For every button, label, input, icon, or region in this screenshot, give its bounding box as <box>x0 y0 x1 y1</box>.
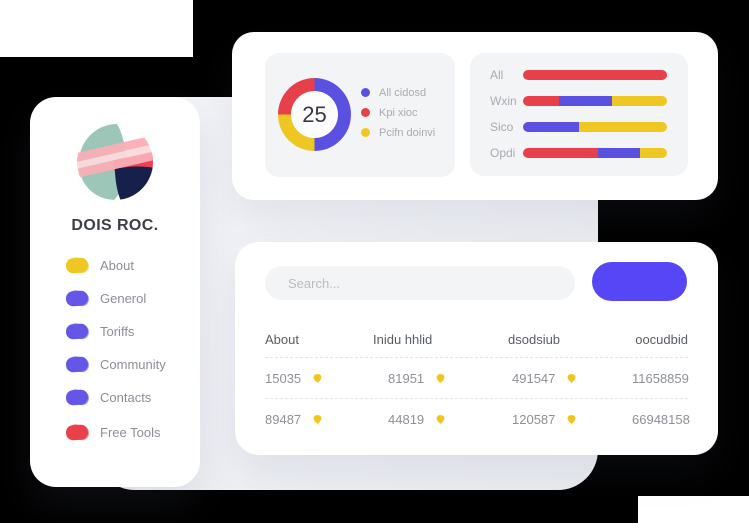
data-table: About Inidu hhlid dsodsiub oocudbid 15035 8… <box>265 330 690 439</box>
bar-segment-yellow <box>639 147 667 158</box>
bar-category-label: All <box>490 67 504 82</box>
pick-icon <box>313 373 322 383</box>
legend-label: All cidosd <box>379 86 427 99</box>
sidebar-item-generol[interactable]: Generol <box>65 288 200 308</box>
table-cell: 81951 <box>373 371 508 386</box>
column-header-oocudbid: oocudbid <box>635 331 688 347</box>
cell-value: 491547 <box>512 370 556 386</box>
decor-rect-top-left <box>0 0 193 57</box>
column-header-inidu-hhlid: Inidu hhlid <box>373 331 433 347</box>
contacts-icon <box>65 387 91 407</box>
legend-dot-icon <box>361 108 370 117</box>
table-cell: 89487 <box>265 412 373 427</box>
bar-track <box>523 121 667 132</box>
table-body: 15035 81951 491547 11658859 89487 44819 1… <box>265 358 690 439</box>
pick-icon <box>436 373 445 383</box>
pick-icon <box>313 414 322 424</box>
table-cell: 66948158 <box>632 412 690 427</box>
cell-value: 15035 <box>265 370 302 386</box>
sidebar-item-contacts[interactable]: Contacts <box>65 387 200 407</box>
bar-row-opdi: Opdi <box>470 145 688 160</box>
legend-dot-icon <box>361 88 370 97</box>
brand-name: DOIS ROC. <box>71 217 159 234</box>
table-divider <box>265 357 688 358</box>
column-header-dsodsiub: dsodsiub <box>508 331 561 347</box>
sidebar-item-label: Free Tools <box>100 424 161 440</box>
cell-value: 66948158 <box>632 411 690 427</box>
donut-center-value: 25 <box>291 91 338 138</box>
legend-item-all-cidosd: All cidosd <box>361 86 435 99</box>
legend-item-kpi-xioc: Kpi xioc <box>361 106 435 119</box>
bar-track <box>523 95 667 106</box>
sidebar-item-label: Toriffs <box>100 323 135 339</box>
cell-value: 11658859 <box>632 370 689 386</box>
bar-segment-yellow <box>579 121 667 132</box>
stats-card: 25 All cidosd Kpi xioc Pcifn doinvi All Wxi… <box>232 32 718 200</box>
sidebar-item-label: Contacts <box>100 389 152 405</box>
table-cell: 120587 <box>508 412 632 427</box>
table-cell: 491547 <box>508 371 632 386</box>
bar-segment-violet <box>559 95 613 106</box>
bar-segment-yellow <box>612 95 667 106</box>
table-cell: 44819 <box>373 412 508 427</box>
sidebar-item-free-tools[interactable]: Free Tools <box>65 422 200 442</box>
legend-label: Kpi xioc <box>379 106 418 119</box>
sidebar-item-community[interactable]: Community <box>65 354 200 374</box>
bar-row-sico: Sico <box>470 119 688 134</box>
generol-icon <box>65 288 91 308</box>
bar-segment-red <box>523 95 559 106</box>
table-cell: 11658859 <box>632 371 689 386</box>
decor-rect-bottom-right <box>638 496 749 523</box>
table-header-row: About Inidu hhlid dsodsiub oocudbid <box>265 330 688 348</box>
bar-category-label: Opdi <box>490 145 516 160</box>
sidebar-item-label: Generol <box>100 290 147 306</box>
table-row: 89487 44819 120587 66948158 <box>265 398 690 439</box>
toriffs-icon <box>65 321 91 341</box>
legend-dot-icon <box>361 128 370 137</box>
bar-segment-violet <box>523 121 580 132</box>
bar-track <box>523 147 667 158</box>
sidebar: DOIS ROC. About Generol Toriffs Community Co… <box>30 97 200 487</box>
donut-chart-panel: 25 All cidosd Kpi xioc Pcifn doinvi <box>265 53 455 177</box>
bar-track <box>523 69 667 80</box>
bar-chart-panel: All Wxin Sico Opdi <box>470 53 688 176</box>
bar-row-wxin: Wxin <box>470 93 688 108</box>
sidebar-menu: About Generol Toriffs Community Contacts Free… <box>30 255 200 442</box>
table-row: 15035 81951 491547 11658859 <box>265 358 689 398</box>
bar-category-label: Sico <box>490 119 514 134</box>
pick-icon <box>436 414 445 424</box>
table-cell: 15035 <box>265 371 373 386</box>
bar-category-label: Wxin <box>490 93 517 108</box>
legend-label: Pcifn doinvi <box>379 126 436 139</box>
brand-logo-icon <box>76 123 154 201</box>
bar-segment-red <box>523 69 667 80</box>
donut-legend: All cidosd Kpi xioc Pcifn doinvi <box>361 86 436 139</box>
pick-icon <box>567 373 576 383</box>
cell-value: 120587 <box>512 411 556 427</box>
legend-item-pcifn-doinvi: Pcifn doinvi <box>361 126 436 139</box>
about-icon <box>65 255 91 275</box>
pick-icon <box>567 414 576 424</box>
sidebar-item-label: About <box>100 257 134 273</box>
table-card: About Inidu hhlid dsodsiub oocudbid 15035 8… <box>235 242 718 455</box>
sidebar-item-about[interactable]: About <box>65 255 200 275</box>
bar-row-all: All <box>470 67 688 82</box>
sidebar-item-label: Community <box>100 356 166 372</box>
bar-segment-violet <box>597 147 640 158</box>
free-tools-icon <box>65 422 91 442</box>
column-header-about: About <box>265 331 299 347</box>
primary-action-button[interactable] <box>592 262 687 301</box>
donut-chart: 25 <box>278 78 351 151</box>
cell-value: 81951 <box>388 370 425 386</box>
cell-value: 89487 <box>265 411 302 427</box>
sidebar-item-toriffs[interactable]: Toriffs <box>65 321 200 341</box>
community-icon <box>65 354 91 374</box>
search-input[interactable] <box>265 266 575 300</box>
cell-value: 44819 <box>388 411 425 427</box>
bar-segment-red <box>523 147 598 158</box>
